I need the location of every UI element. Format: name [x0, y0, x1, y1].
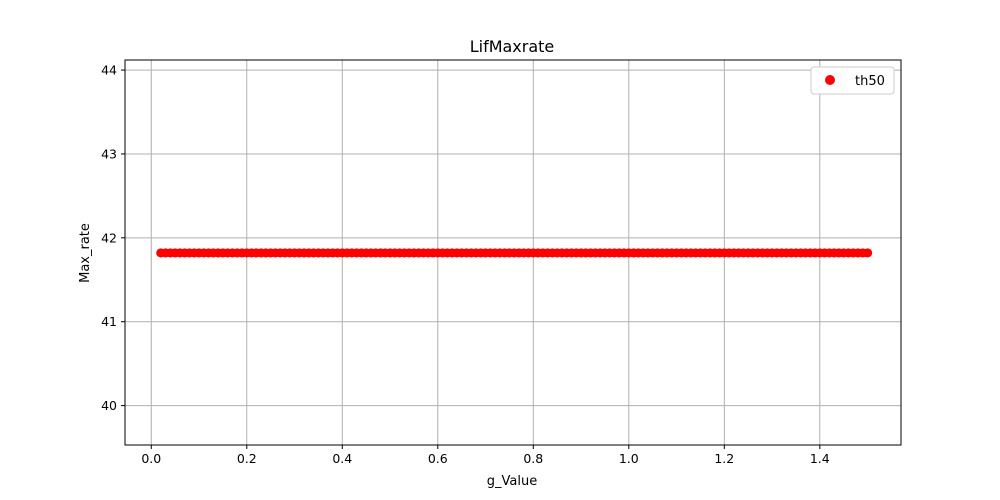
x-tick-label: 0.0 — [141, 451, 161, 466]
x-tick-label: 1.0 — [619, 451, 639, 466]
legend: th50 — [810, 66, 895, 95]
x-tick-label: 0.8 — [523, 451, 543, 466]
x-tick-label: 0.2 — [237, 451, 257, 466]
data-point — [862, 248, 873, 258]
x-axis-label: g_Value — [487, 474, 537, 489]
x-axis-ticks: 0.0 0.2 0.4 0.6 0.8 1.0 1.2 1.4 — [141, 445, 830, 466]
y-axis-ticks: 40 41 42 43 44 — [101, 63, 125, 413]
data-points — [156, 248, 873, 258]
legend-box — [810, 66, 895, 95]
y-tick-label: 40 — [101, 398, 117, 413]
x-tick-label: 1.4 — [810, 451, 830, 466]
chart-title: LifMaxrate — [470, 37, 555, 56]
y-axis-label: Max_rate — [78, 223, 93, 283]
legend-marker — [825, 75, 835, 85]
y-tick-label: 43 — [101, 146, 117, 161]
y-tick-label: 44 — [101, 63, 117, 78]
y-tick-label: 41 — [101, 314, 117, 329]
plot-frame — [124, 59, 902, 446]
x-tick-label: 0.4 — [332, 451, 352, 466]
x-tick-label: 1.2 — [714, 451, 734, 466]
y-tick-label: 42 — [101, 230, 117, 245]
legend-label-th50: th50 — [855, 74, 885, 89]
x-tick-label: 0.6 — [428, 451, 448, 466]
